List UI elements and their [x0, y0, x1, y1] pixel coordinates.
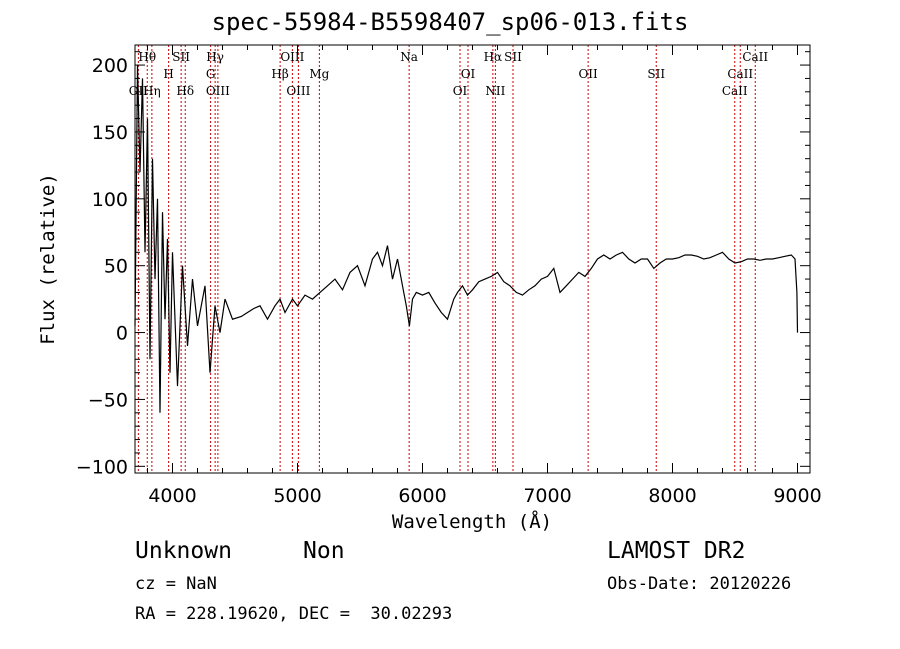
x-tick-label: 9000 [773, 485, 821, 507]
x-tick-label: 6000 [398, 485, 446, 507]
y-axis-label: Flux (relative) [37, 173, 59, 345]
x-axis-label: Wavelength (Å) [392, 510, 552, 533]
y-tick-label: 0 [116, 323, 128, 345]
y-axis: −100 −50 0 50 100 150 200 [76, 51, 810, 478]
x-tick-label: 7000 [523, 485, 571, 507]
spectral-lines-layer: OII Hθ Hη SII HHδ Hγ G OIII OIII Hβ OIII Mg Na OI OI Hα… [129, 45, 768, 473]
spectral-line-label: OIII [206, 84, 230, 98]
y-tick-label: 200 [92, 55, 128, 77]
y-tick-label: 50 [104, 256, 128, 278]
spectral-line-label: SII [647, 67, 665, 81]
redshift-cz: cz = NaN [135, 574, 217, 594]
x-axis: 4000 5000 6000 7000 8000 9000 [147, 45, 822, 507]
obs-date: Obs-Date: 20120226 [607, 574, 792, 594]
spectral-line-label: CaII [727, 67, 753, 81]
survey-name: LAMOST DR2 [607, 538, 746, 564]
spectral-line-label: CaII [742, 50, 768, 64]
coordinates: RA = 228.19620, DEC = 30.02293 [135, 604, 453, 624]
spectral-line-label: Hδ [176, 84, 194, 98]
y-tick-label: 100 [92, 189, 128, 211]
spectral-line-label: SII [172, 50, 190, 64]
spectral-line-label: Hβ [271, 67, 288, 81]
spectral-line-label: Mg [309, 67, 329, 81]
spectral-line-label: Na [400, 50, 418, 64]
spectral-line-label: OIII [286, 84, 310, 98]
spectral-line-label: OII [578, 67, 598, 81]
spectral-line-label: OI [461, 67, 476, 81]
spectrum-line [134, 65, 799, 413]
spectral-line-label: CaII [722, 84, 748, 98]
y-tick-label: −50 [88, 389, 128, 411]
spectral-line-label: H [163, 67, 173, 81]
spectral-line-label: OI [453, 84, 468, 98]
plot-frame [134, 44, 811, 474]
x-tick-label: 8000 [648, 485, 696, 507]
object-class: Unknown [135, 538, 232, 564]
object-subclass: Non [303, 538, 345, 564]
y-tick-label: 150 [92, 122, 128, 144]
spectral-line-label: Hη [143, 84, 161, 98]
spectral-line-label: SII [504, 50, 522, 64]
x-tick-label: 4000 [148, 485, 196, 507]
spectral-line-label: Hγ [206, 50, 224, 64]
spectral-line-label: Hθ [138, 50, 156, 64]
spectral-line-label: OIII [280, 50, 304, 64]
spectral-line-label: G [206, 67, 216, 81]
chart-title: spec-55984-B5598407_sp06-013.fits [211, 8, 689, 36]
y-tick-label: −100 [76, 456, 128, 478]
spectral-line-label: Hα [484, 50, 503, 64]
x-tick-label: 5000 [273, 485, 321, 507]
spectral-line-label: NII [485, 84, 505, 98]
